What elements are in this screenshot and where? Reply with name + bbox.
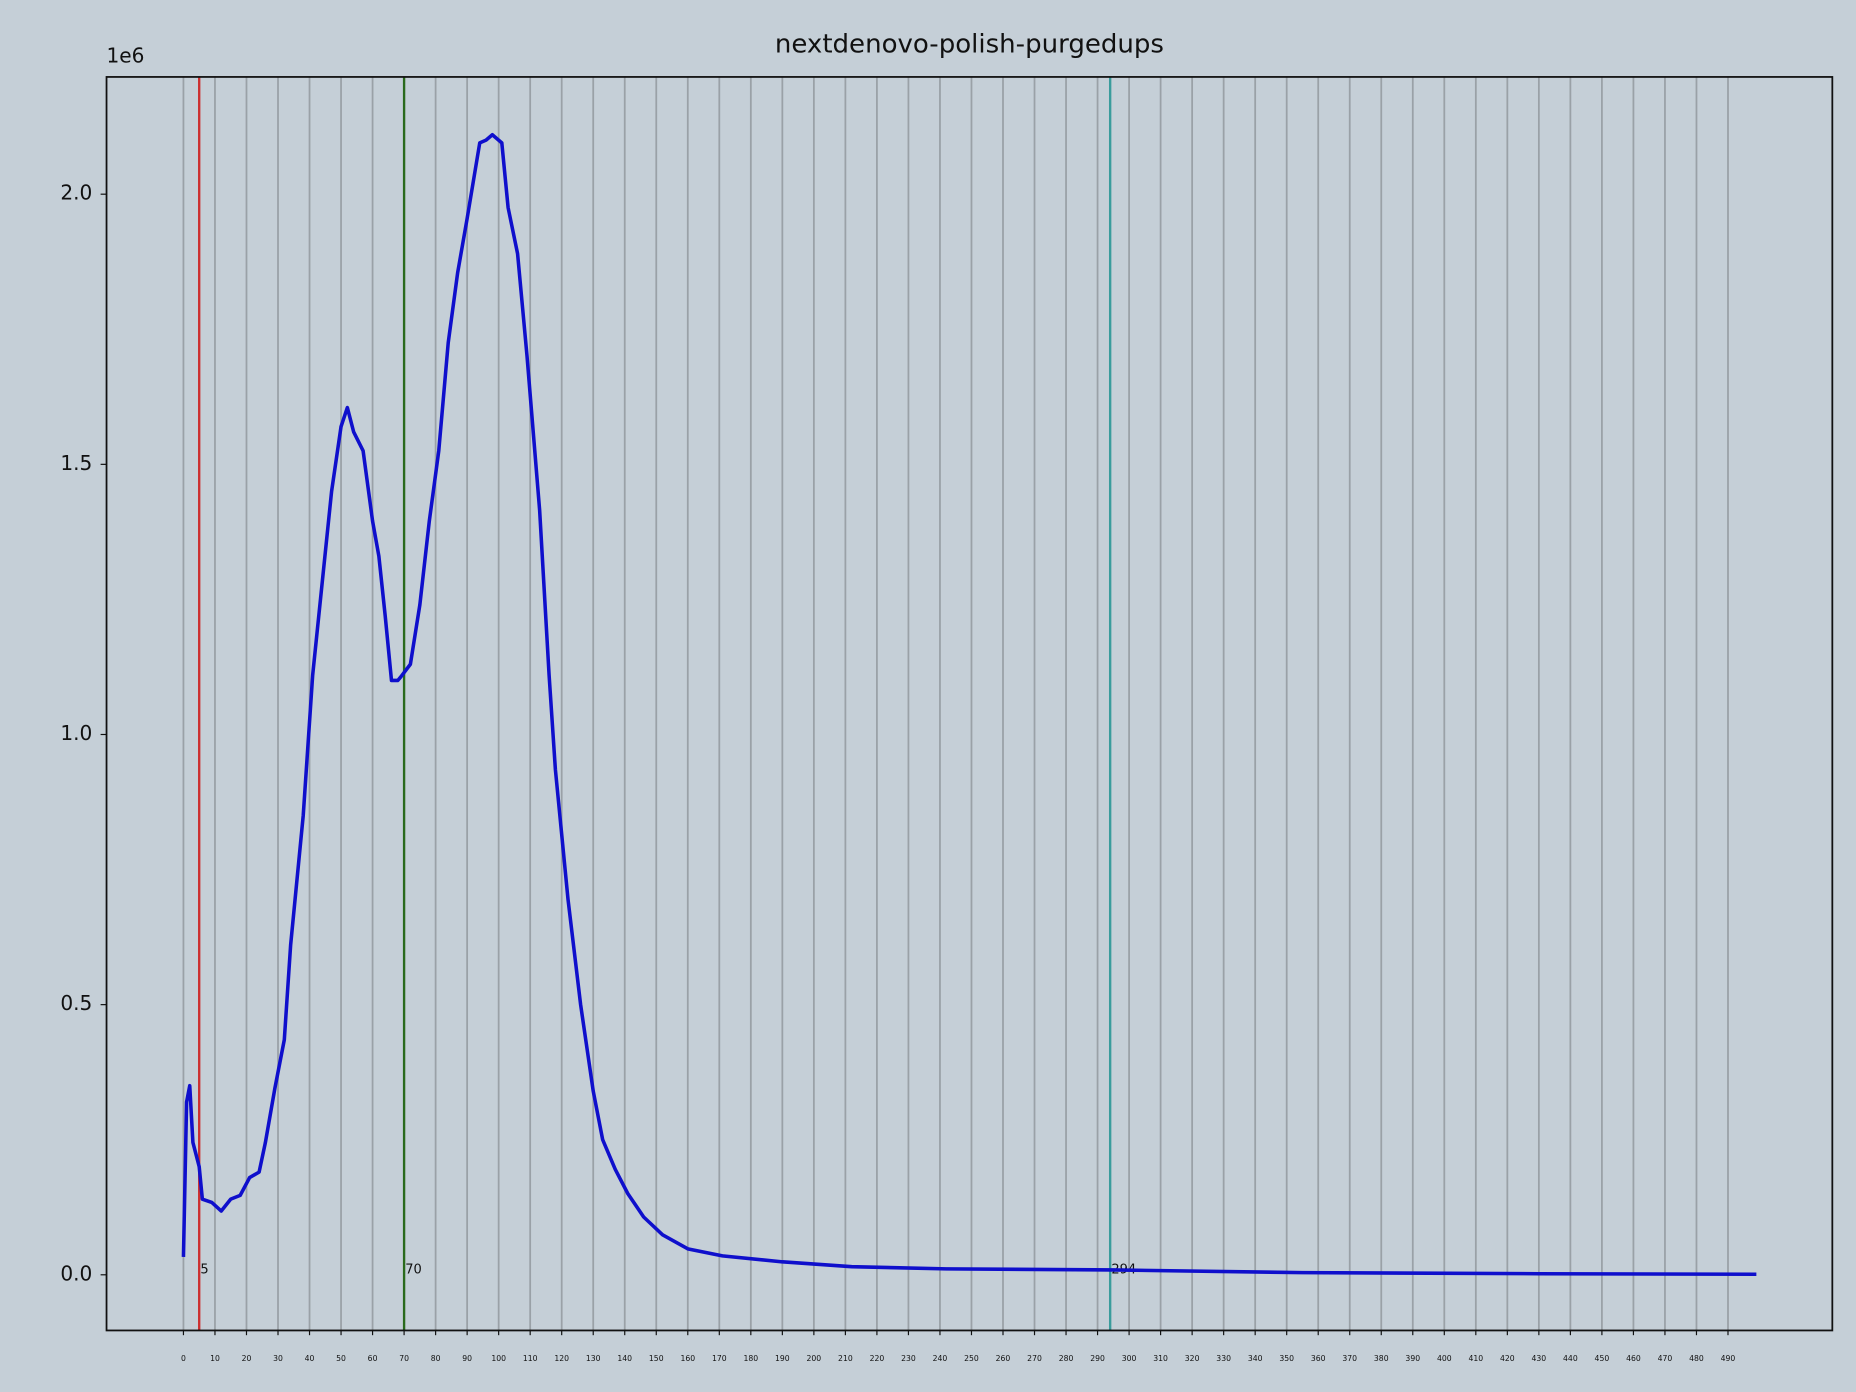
x-tick-label: 140 [617,1354,632,1363]
y-tick-label: 2.0 [60,181,92,205]
x-tick-label: 50 [336,1354,346,1363]
offset-label: 1e6 [107,43,145,67]
x-tick-label: 410 [1468,1354,1483,1363]
x-tick-label: 260 [996,1354,1011,1363]
x-tick-label: 230 [901,1354,916,1363]
x-tick-label: 460 [1626,1354,1641,1363]
x-tick-label: 210 [838,1354,853,1363]
x-tick-label: 10 [210,1354,220,1363]
x-tick-label: 390 [1405,1354,1420,1363]
x-tick-label: 190 [775,1354,790,1363]
x-tick-label: 160 [680,1354,695,1363]
x-tick-label: 100 [491,1354,506,1363]
x-tick-label: 250 [964,1354,979,1363]
x-tick-label: 130 [586,1354,601,1363]
x-tick-label: 420 [1500,1354,1515,1363]
x-tick-label: 110 [523,1354,538,1363]
x-tick-label: 330 [1216,1354,1231,1363]
x-tick-label: 170 [712,1354,727,1363]
x-tick-label: 380 [1374,1354,1389,1363]
x-tick-label: 290 [1090,1354,1105,1363]
x-tick-label: 0 [181,1354,186,1363]
x-tick-label: 120 [554,1354,569,1363]
plot-frame [105,76,1834,1332]
x-tick-label: 40 [305,1354,315,1363]
y-tick-label: 1.0 [60,721,92,745]
x-tick-label: 430 [1532,1354,1547,1363]
x-tick-label: 350 [1279,1354,1294,1363]
x-tick-label: 220 [870,1354,885,1363]
x-tick-label: 30 [273,1354,283,1363]
x-tick-label: 370 [1342,1354,1357,1363]
marker-label: 70 [405,1263,422,1278]
x-tick-label: 200 [807,1354,822,1363]
x-tick-label: 470 [1658,1354,1673,1363]
x-tick-label: 150 [649,1354,664,1363]
y-tick-label: 1.5 [60,451,92,475]
x-tick-label: 20 [242,1354,252,1363]
marker-label: 5 [200,1263,208,1278]
x-tick-label: 180 [743,1354,758,1363]
x-tick-label: 450 [1595,1354,1610,1363]
data-line [181,132,1757,1277]
x-tick-label: 60 [368,1354,378,1363]
x-tick-label: 490 [1721,1354,1736,1363]
y-tick-label: 0.0 [60,1261,92,1285]
x-tick-label: 240 [933,1354,948,1363]
x-tick-label: 70 [399,1354,409,1363]
x-tick-label: 90 [462,1354,472,1363]
y-tick-label: 0.5 [60,991,92,1015]
x-tick-label: 400 [1437,1354,1452,1363]
x-tick-label: 360 [1311,1354,1326,1363]
x-tick-label: 340 [1248,1354,1263,1363]
x-tick-label: 280 [1059,1354,1074,1363]
x-tick-label: 310 [1153,1354,1168,1363]
x-tick-label: 80 [431,1354,441,1363]
chart-title: nextdenovo-polish-purgedups [775,29,1164,59]
x-tick-label: 270 [1027,1354,1042,1363]
x-tick-label: 440 [1563,1354,1578,1363]
x-tick-label: 320 [1185,1354,1200,1363]
x-tick-label: 480 [1689,1354,1704,1363]
x-tick-label: 300 [1122,1354,1137,1363]
